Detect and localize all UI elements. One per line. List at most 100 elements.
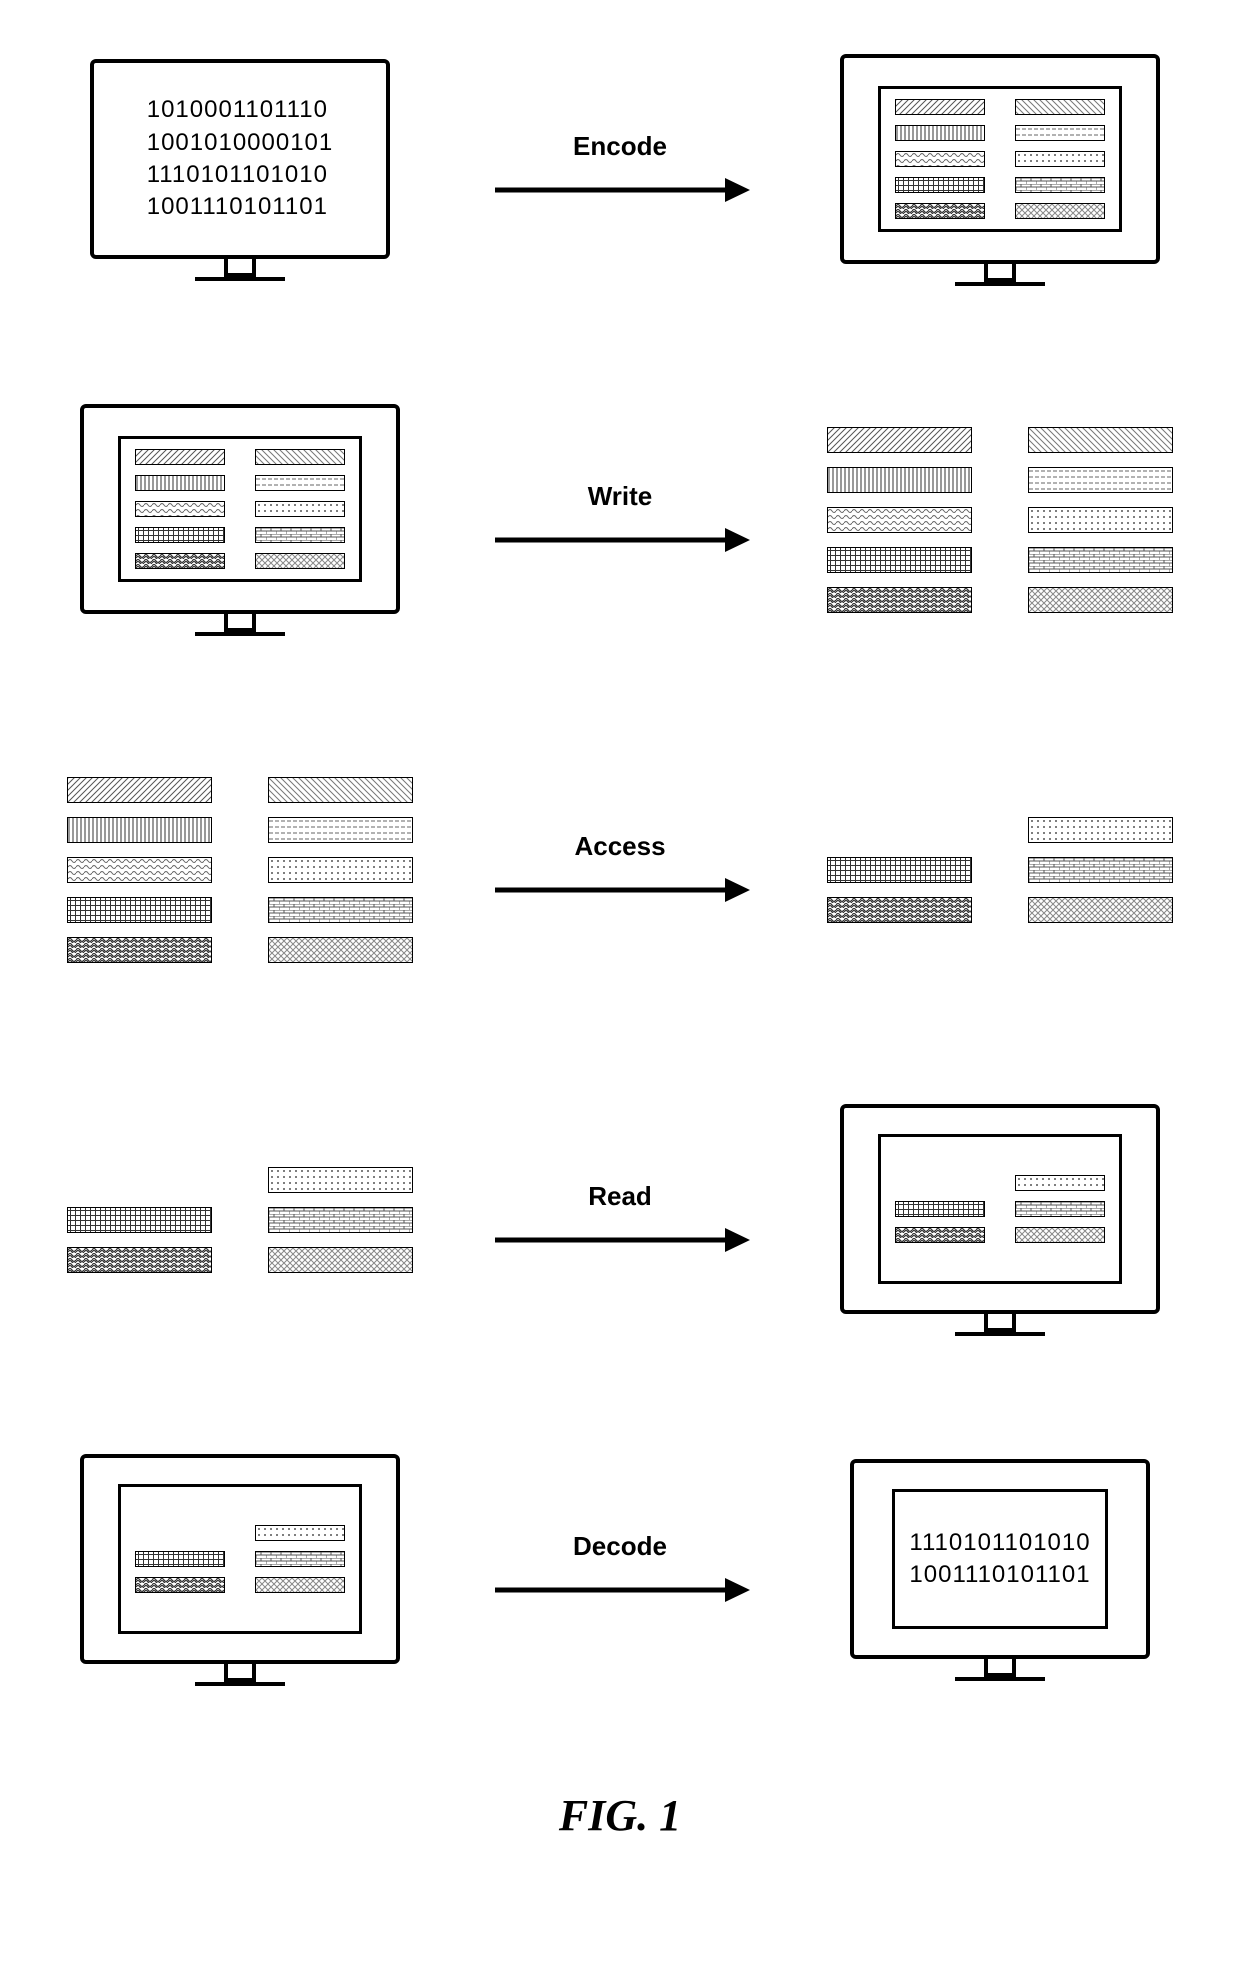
bars-grid	[827, 427, 1173, 613]
decode-output: 1110101101010 1001110101101	[820, 1459, 1180, 1681]
row-encode: 1010001101110 1001010000101 111010110101…	[60, 40, 1180, 300]
arrow-icon	[490, 1220, 750, 1260]
pattern-bar	[1015, 177, 1105, 193]
operation-label: Read	[588, 1181, 652, 1212]
pattern-bar	[895, 1201, 985, 1217]
pattern-bar	[135, 501, 225, 517]
decode-arrow-group: Decode	[440, 1531, 800, 1610]
bars-grid	[895, 1175, 1105, 1243]
bars-grid	[895, 99, 1105, 219]
pattern-bar	[1028, 547, 1173, 573]
monitor	[80, 404, 400, 636]
bars-grid	[135, 1525, 345, 1593]
pattern-bar	[1028, 897, 1173, 923]
pattern-bar	[827, 427, 972, 453]
pattern-bar	[255, 1551, 345, 1567]
pattern-bar	[827, 587, 972, 613]
binary-line: 1001010000101	[147, 127, 334, 159]
read-input	[60, 1167, 420, 1273]
pattern-bar	[1015, 151, 1105, 167]
bars-grid	[67, 1167, 413, 1273]
pattern-bar	[135, 527, 225, 543]
pattern-bar	[67, 857, 212, 883]
pattern-bar	[67, 817, 212, 843]
pattern-bar	[67, 1247, 212, 1273]
binary-line: 1001110101101	[909, 1559, 1090, 1591]
pattern-bar	[268, 897, 413, 923]
bars-grid	[827, 817, 1173, 923]
write-output	[820, 427, 1180, 613]
monitor	[840, 54, 1160, 286]
pattern-bar	[1028, 857, 1173, 883]
bars-grid	[135, 449, 345, 569]
pattern-bar	[255, 1577, 345, 1593]
pattern-bar	[1015, 1175, 1105, 1191]
arrow-icon	[490, 520, 750, 560]
pattern-bar	[67, 897, 212, 923]
pattern-bar	[1028, 507, 1173, 533]
operation-label: Write	[588, 481, 653, 512]
pattern-bar	[268, 817, 413, 843]
monitor: 1010001101110 1001010000101 111010110101…	[90, 59, 390, 281]
monitor: 1110101101010 1001110101101	[850, 1459, 1150, 1681]
pattern-bar	[135, 1551, 225, 1567]
pattern-bar	[1028, 587, 1173, 613]
pattern-bar	[1015, 125, 1105, 141]
binary-line: 1110101101010	[147, 159, 334, 191]
decode-input	[60, 1454, 420, 1686]
operation-label: Decode	[573, 1531, 667, 1562]
pattern-bar	[268, 1247, 413, 1273]
pattern-bar	[1015, 1201, 1105, 1217]
pattern-bar	[135, 449, 225, 465]
pattern-bar	[67, 1207, 212, 1233]
pattern-bar	[255, 501, 345, 517]
pattern-bar	[827, 507, 972, 533]
access-input	[60, 777, 420, 963]
write-input	[60, 404, 420, 636]
arrow-icon	[490, 870, 750, 910]
pattern-bar	[827, 547, 972, 573]
binary-line: 1110101101010	[909, 1527, 1090, 1559]
binary-line: 1010001101110	[147, 94, 334, 126]
pattern-bar	[268, 1167, 413, 1193]
operation-label: Encode	[573, 131, 667, 162]
pattern-bar	[67, 777, 212, 803]
read-arrow-group: Read	[440, 1181, 800, 1260]
pattern-bar	[268, 937, 413, 963]
pattern-bar	[255, 475, 345, 491]
encode-input: 1010001101110 1001010000101 111010110101…	[60, 59, 420, 281]
pattern-bar	[135, 553, 225, 569]
row-read: Read	[60, 1090, 1180, 1350]
row-write: Write	[60, 390, 1180, 650]
pattern-bar	[135, 475, 225, 491]
pattern-bar	[895, 1227, 985, 1243]
pattern-bar	[1028, 467, 1173, 493]
encode-arrow-group: Encode	[440, 131, 800, 210]
pattern-bar	[255, 449, 345, 465]
pattern-bar	[255, 527, 345, 543]
access-output	[820, 817, 1180, 923]
arrow-icon	[490, 1570, 750, 1610]
row-decode: Decode 1110101101010 1001110101101	[60, 1440, 1180, 1700]
pattern-bar	[827, 857, 972, 883]
bars-grid	[67, 777, 413, 963]
pattern-bar	[895, 151, 985, 167]
figure-caption: FIG. 1	[60, 1790, 1180, 1841]
binary-line: 1001110101101	[147, 191, 334, 223]
access-arrow-group: Access	[440, 831, 800, 910]
pattern-bar	[827, 467, 972, 493]
pattern-bar	[1015, 203, 1105, 219]
encode-output	[820, 54, 1180, 286]
pattern-bar	[255, 1525, 345, 1541]
pattern-bar	[135, 1577, 225, 1593]
arrow-icon	[490, 170, 750, 210]
pattern-bar	[268, 1207, 413, 1233]
pattern-bar	[895, 177, 985, 193]
write-arrow-group: Write	[440, 481, 800, 560]
operation-label: Access	[574, 831, 665, 862]
pattern-bar	[268, 857, 413, 883]
pattern-bar	[895, 99, 985, 115]
monitor	[840, 1104, 1160, 1336]
pattern-bar	[1015, 99, 1105, 115]
pattern-bar	[268, 777, 413, 803]
